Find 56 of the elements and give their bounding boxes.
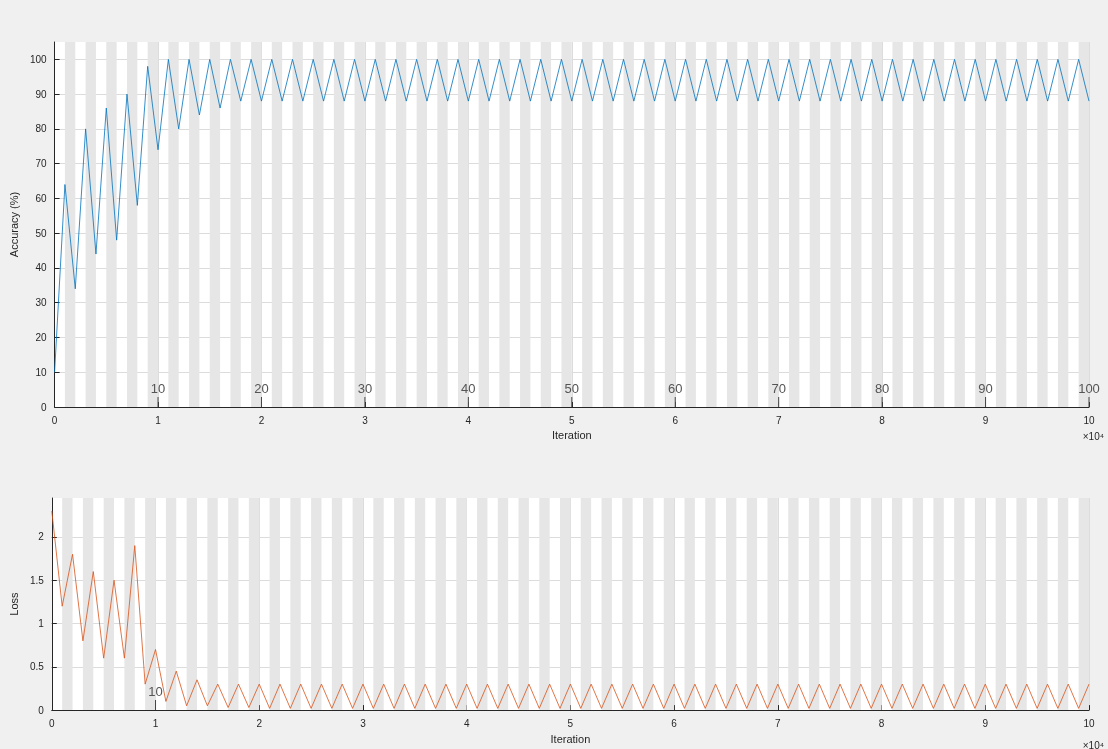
x-axis-title: Iteration <box>551 429 592 442</box>
y-tick-label: 30 <box>35 297 48 309</box>
y-tick-label: 2 <box>38 531 45 543</box>
x-tick-label: 3 <box>362 414 369 426</box>
x-tick-label: 0 <box>51 414 58 426</box>
x-tick-label: 6 <box>671 717 678 729</box>
x-tick-label: 9 <box>982 717 989 729</box>
x-tick-label: 5 <box>569 414 576 426</box>
x-tick-label: 7 <box>775 414 782 426</box>
y-tick-label: 10 <box>35 366 48 378</box>
annotation: 80 <box>874 381 890 396</box>
x-tick-label: 10 <box>1083 717 1095 729</box>
annotation: 10 <box>148 684 163 700</box>
y-tick-label: 50 <box>35 227 48 239</box>
x-tick-label: 4 <box>463 717 470 729</box>
x-tick-label: 6 <box>672 414 679 426</box>
y-tick-label: 20 <box>35 331 48 343</box>
x-tick-label: 4 <box>465 414 472 426</box>
x-tick-label: 2 <box>258 414 265 426</box>
y-tick-label: 0.5 <box>29 661 45 673</box>
x-tick-label: 3 <box>360 717 367 729</box>
text: ×10⁴ <box>1082 739 1105 749</box>
x-tick-label: 8 <box>879 414 886 426</box>
x-tick-label: 7 <box>775 717 782 729</box>
annotation: 20 <box>254 381 269 396</box>
y-tick-label: 80 <box>35 123 48 135</box>
y-tick-label: 0 <box>38 704 45 716</box>
y-tick-label: 100 <box>29 53 48 65</box>
x-tick-label: 8 <box>878 717 885 729</box>
y-tick-label: 1.5 <box>29 574 45 586</box>
x-tick-label: 2 <box>256 717 263 729</box>
y-axis-title: Loss <box>7 591 20 616</box>
annotation: 10 <box>150 381 166 396</box>
x-tick-label: 9 <box>982 414 989 426</box>
text: ×10⁴ <box>1082 430 1105 442</box>
x-tick-label: 1 <box>155 414 162 426</box>
x-tick-label: 5 <box>567 717 574 729</box>
annotation: 40 <box>461 381 476 396</box>
line-series <box>54 58 1090 373</box>
x-tick-label: 0 <box>49 717 56 729</box>
annotation: 50 <box>564 381 580 396</box>
x-tick-label: 10 <box>1083 414 1095 426</box>
annotation: 100 <box>1078 381 1100 396</box>
y-tick-label: 1 <box>38 618 45 630</box>
y-tick-label: 0 <box>41 401 48 413</box>
annotation: 70 <box>771 381 786 396</box>
x-axis-title: Iteration <box>550 732 591 745</box>
y-tick-label: 60 <box>35 192 48 204</box>
annotation: 30 <box>357 381 373 396</box>
y-tick-label: 70 <box>35 158 48 170</box>
y-tick-label: 40 <box>35 262 48 274</box>
x-tick-label: 1 <box>152 717 159 729</box>
y-tick-label: 90 <box>35 88 48 100</box>
annotation: 90 <box>978 381 993 396</box>
annotation: 60 <box>668 381 683 396</box>
y-axis-title: Accuracy (%) <box>7 191 20 258</box>
